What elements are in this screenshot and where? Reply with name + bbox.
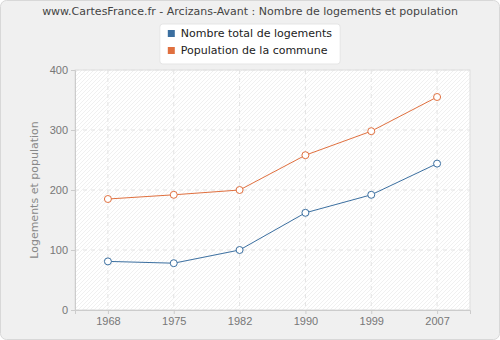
line: [108, 97, 437, 199]
grid-line: [75, 190, 470, 191]
point: [302, 209, 309, 216]
tick: 200: [50, 184, 75, 196]
legend-item: Nombre total de logements: [168, 27, 332, 40]
legend: Nombre total de logements Population de l…: [160, 24, 340, 64]
tick-mark: [71, 70, 75, 71]
point: [302, 152, 309, 159]
tick-mark: [71, 190, 75, 191]
x-axis: 1968 1975 1982 1990 1999 2007: [76, 310, 471, 327]
tick-label: 100: [50, 244, 68, 256]
tick-label: 1968: [96, 315, 120, 327]
grid-line: [75, 130, 470, 131]
tick: 1990: [294, 310, 318, 327]
tick: 1975: [162, 310, 186, 327]
grid-line: [173, 70, 174, 310]
grid-line: [75, 250, 470, 251]
tick-label: 1982: [228, 315, 252, 327]
legend-swatch: [168, 47, 175, 54]
tick-mark: [371, 310, 372, 314]
grid-line: [371, 70, 372, 310]
legend-swatch: [168, 30, 175, 37]
tick-label: 1999: [360, 315, 384, 327]
title: www.CartesFrance.fr - Arcizans-Avant : N…: [42, 5, 458, 18]
grid-line: [305, 70, 306, 310]
legend-label: Nombre total de logements: [181, 27, 332, 40]
tick: 2007: [425, 310, 449, 327]
tick: 1968: [96, 310, 120, 327]
tick-mark: [305, 310, 306, 314]
tick-mark: [71, 130, 75, 131]
tick-label: 2007: [425, 315, 449, 327]
tick: 1999: [360, 310, 384, 327]
grid-line: [107, 70, 108, 310]
point: [236, 187, 243, 194]
legend-item: Population de la commune: [168, 44, 328, 57]
axis-title: Logements et population: [28, 121, 41, 259]
tick: 0: [62, 304, 75, 316]
point: [236, 247, 243, 254]
point: [368, 128, 375, 135]
background: [1, 1, 500, 340]
grid-line: [75, 70, 470, 71]
grid: [75, 70, 470, 310]
point: [104, 258, 111, 265]
tick-mark: [240, 310, 241, 314]
tick-mark: [437, 310, 438, 314]
point: [170, 260, 177, 267]
plot-area: [75, 70, 470, 310]
point: [104, 196, 111, 203]
point: [434, 160, 441, 167]
tick-mark: [174, 310, 175, 314]
y-axis: 0 100 200 300 400: [50, 64, 76, 316]
point: [434, 94, 441, 101]
line: [108, 164, 437, 264]
tick-label: 1990: [294, 315, 318, 327]
tick-label: 400: [50, 64, 68, 76]
tick: 400: [50, 64, 75, 76]
plot: [104, 94, 440, 267]
tick-mark: [71, 250, 75, 251]
tick-mark: [108, 310, 109, 314]
point: [170, 191, 177, 198]
grid-line: [437, 70, 438, 310]
tick-label: 1975: [162, 315, 186, 327]
legend-label: Population de la commune: [181, 44, 328, 57]
point: [368, 191, 375, 198]
tick: 1982: [228, 310, 252, 327]
tick-mark: [71, 310, 75, 311]
axis-line: [76, 311, 471, 315]
tick-label: 300: [50, 124, 68, 136]
axis-line: [71, 71, 76, 311]
tick-label: 200: [50, 184, 68, 196]
tick: 100: [50, 244, 75, 256]
legend-box: [160, 24, 340, 64]
tick: 300: [50, 124, 75, 136]
tick-label: 0: [62, 304, 68, 316]
chart: 0 100 200 300 400 1968 1975 1982 1990 1999 2007 Log…: [0, 0, 500, 340]
